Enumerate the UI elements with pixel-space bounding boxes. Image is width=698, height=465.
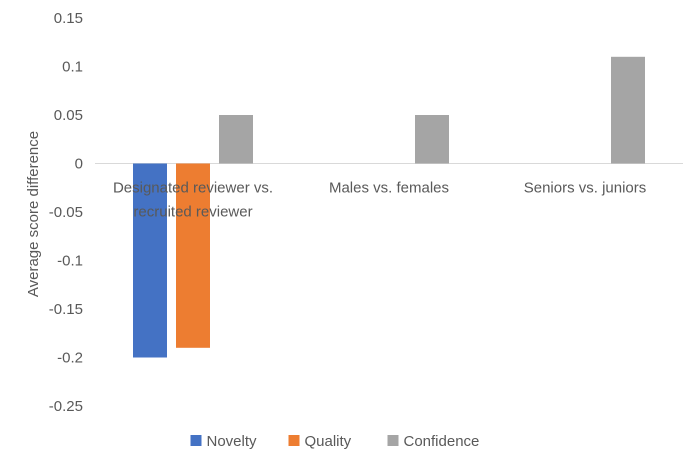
legend-swatch-novelty xyxy=(190,435,202,446)
y-tick-label: 0.1 xyxy=(62,59,83,76)
y-tick-label: -0.2 xyxy=(57,350,83,367)
y-tick-label: -0.15 xyxy=(49,301,83,318)
category-label: Designated reviewer vs. xyxy=(113,180,273,197)
y-tick-label: 0 xyxy=(75,156,83,173)
bars-group xyxy=(133,56,645,358)
category-label: Seniors vs. juniors xyxy=(524,180,647,197)
y-tick-label: -0.1 xyxy=(57,253,83,270)
bar-confidence-1 xyxy=(415,115,449,164)
bar-novelty-0 xyxy=(133,163,167,358)
category-labels: Designated reviewer vs. recruited reviewe… xyxy=(113,180,646,221)
y-axis-ticks: 0.15 0.1 0.05 0 -0.05 -0.1 -0.15 -0.2 -0.25 xyxy=(49,10,83,415)
y-tick-label: 0.15 xyxy=(54,10,83,27)
category-label: recruited reviewer xyxy=(133,204,252,221)
legend-label-novelty: Novelty xyxy=(207,433,258,450)
bar-confidence-2 xyxy=(611,56,645,164)
y-axis-title: Average score difference xyxy=(25,131,42,297)
category-label: Males vs. females xyxy=(329,180,449,197)
legend-swatch-quality xyxy=(288,435,300,446)
y-tick-label: -0.25 xyxy=(49,398,83,415)
legend-label-quality: Quality xyxy=(305,433,352,450)
y-tick-label: 0.05 xyxy=(54,107,83,124)
legend: Novelty Quality Confidence xyxy=(190,433,480,450)
bar-quality-0 xyxy=(176,163,210,348)
legend-swatch-confidence xyxy=(387,435,399,446)
legend-label-confidence: Confidence xyxy=(404,433,480,450)
bar-confidence-0 xyxy=(219,115,253,164)
y-tick-label: -0.05 xyxy=(49,204,83,221)
